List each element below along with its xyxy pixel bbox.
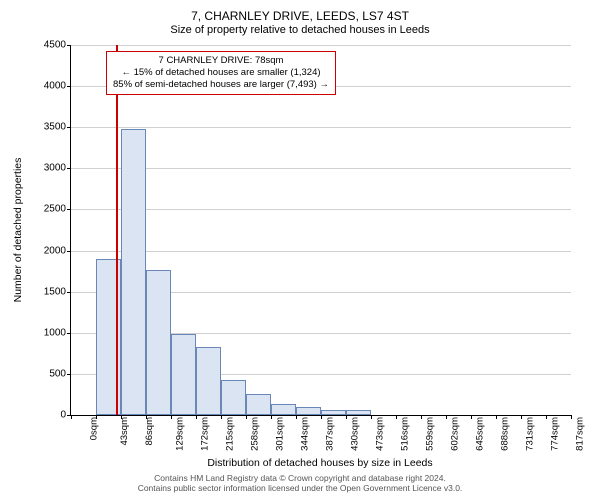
x-tick-label: 86sqm <box>144 417 155 446</box>
y-tick-label: 3500 <box>44 122 71 133</box>
x-tick <box>546 415 547 419</box>
histogram-bar <box>121 129 146 415</box>
x-tick <box>96 415 97 419</box>
x-tick-label: 688sqm <box>499 417 510 451</box>
x-tick-label: 602sqm <box>449 417 460 451</box>
y-tick-label: 2000 <box>44 245 71 256</box>
property-size-histogram: 7, CHARNLEY DRIVE, LEEDS, LS7 4ST Size o… <box>10 5 590 495</box>
x-tick <box>321 415 322 419</box>
histogram-bar <box>246 394 271 415</box>
footer-attribution: Contains HM Land Registry data © Crown c… <box>10 473 590 493</box>
y-tick-label: 0 <box>60 410 71 421</box>
annotation-line2: ← 15% of detached houses are smaller (1,… <box>113 67 329 79</box>
y-tick-label: 3000 <box>44 163 71 174</box>
gridline-h <box>71 168 571 169</box>
x-tick-label: 731sqm <box>524 417 535 451</box>
x-tick <box>196 415 197 419</box>
property-marker-line <box>116 45 118 415</box>
y-tick-label: 500 <box>49 368 71 379</box>
gridline-h <box>71 251 571 252</box>
footer-line2: Contains public sector information licen… <box>10 483 590 493</box>
x-tick <box>271 415 272 419</box>
histogram-bar <box>321 410 346 415</box>
x-tick-label: 473sqm <box>374 417 385 451</box>
x-tick <box>371 415 372 419</box>
annotation-box: 7 CHARNLEY DRIVE: 78sqm← 15% of detached… <box>106 51 336 95</box>
x-tick-label: 215sqm <box>224 417 235 451</box>
x-tick <box>521 415 522 419</box>
x-tick <box>71 415 72 419</box>
annotation-line3: 85% of semi-detached houses are larger (… <box>113 79 329 91</box>
annotation-line1: 7 CHARNLEY DRIVE: 78sqm <box>113 55 329 67</box>
x-tick-label: 774sqm <box>549 417 560 451</box>
histogram-bar <box>196 347 221 415</box>
x-tick-label: 387sqm <box>324 417 335 451</box>
chart-title-main: 7, CHARNLEY DRIVE, LEEDS, LS7 4ST <box>10 9 590 23</box>
histogram-bar <box>296 407 321 415</box>
y-tick-label: 1000 <box>44 327 71 338</box>
x-tick-label: 258sqm <box>249 417 260 451</box>
x-tick-label: 645sqm <box>474 417 485 451</box>
x-tick-label: 172sqm <box>199 417 210 451</box>
x-tick <box>396 415 397 419</box>
x-tick-label: 817sqm <box>574 417 585 451</box>
y-tick-label: 1500 <box>44 286 71 297</box>
x-tick <box>121 415 122 419</box>
plot-area: 0500100015002000250030003500400045000sqm… <box>70 45 571 416</box>
gridline-h <box>71 127 571 128</box>
x-tick <box>171 415 172 419</box>
x-tick <box>296 415 297 419</box>
y-axis-title: Number of detached properties <box>12 45 24 415</box>
x-tick-label: 559sqm <box>424 417 435 451</box>
histogram-bar <box>221 380 246 415</box>
footer-line1: Contains HM Land Registry data © Crown c… <box>10 473 590 483</box>
x-tick <box>446 415 447 419</box>
x-tick-label: 344sqm <box>299 417 310 451</box>
x-tick-label: 516sqm <box>399 417 410 451</box>
x-tick <box>346 415 347 419</box>
y-tick-label: 4000 <box>44 81 71 92</box>
histogram-bar <box>271 404 296 415</box>
x-tick-label: 129sqm <box>174 417 185 451</box>
x-tick-label: 0sqm <box>89 417 100 440</box>
histogram-bar <box>346 410 371 415</box>
x-tick-label: 301sqm <box>274 417 285 451</box>
x-tick-label: 430sqm <box>349 417 360 451</box>
x-axis-title: Distribution of detached houses by size … <box>70 457 570 469</box>
x-tick <box>496 415 497 419</box>
histogram-bar <box>171 334 196 415</box>
x-tick <box>571 415 572 419</box>
gridline-h <box>71 45 571 46</box>
x-tick-label: 43sqm <box>119 417 130 446</box>
gridline-h <box>71 209 571 210</box>
histogram-bar <box>146 270 171 415</box>
x-tick <box>421 415 422 419</box>
chart-title-sub: Size of property relative to detached ho… <box>10 24 590 36</box>
y-tick-label: 4500 <box>44 40 71 51</box>
y-tick-label: 2500 <box>44 204 71 215</box>
x-tick <box>246 415 247 419</box>
x-tick <box>221 415 222 419</box>
x-tick <box>471 415 472 419</box>
x-tick <box>146 415 147 419</box>
